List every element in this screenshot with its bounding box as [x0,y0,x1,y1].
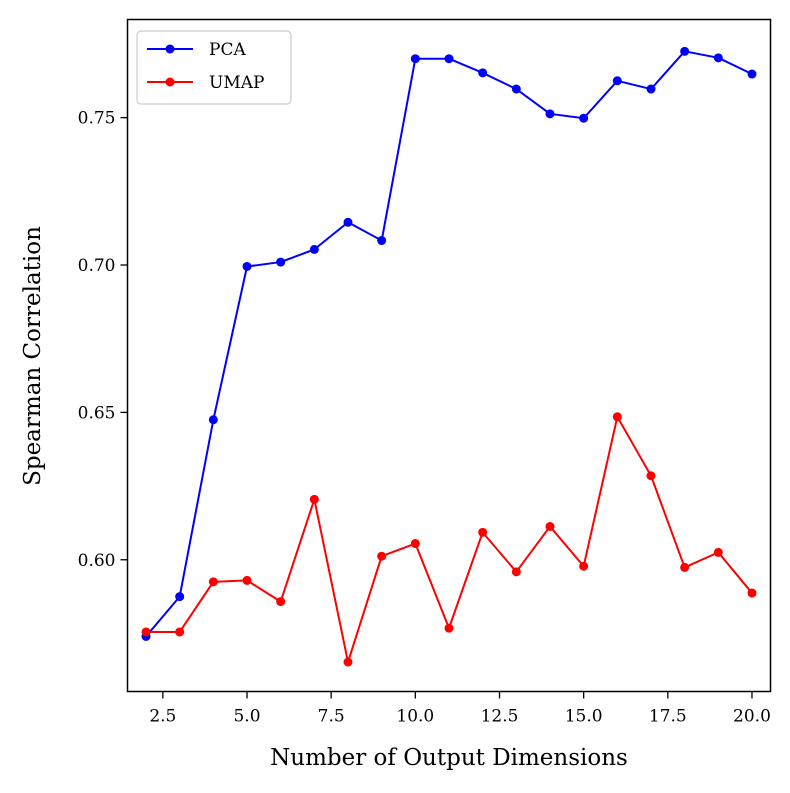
umap-data-point [276,597,286,607]
x-tick-label: 15.0 [565,707,603,727]
pca-data-point [478,68,488,78]
x-tick-label: 10.0 [396,707,434,727]
x-tick-label: 2.5 [149,707,176,727]
pca-data-point [612,76,622,86]
legend-pca-label: PCA [209,40,246,60]
y-tick-label: 0.75 [78,109,116,129]
y-axis-ticks: 0.60 0.65 0.70 0.75 [78,109,128,571]
x-tick-label: 20.0 [733,707,771,727]
x-tick-label: 5.0 [233,707,260,727]
pca-data-point [175,592,185,602]
legend-umap-label: UMAP [209,73,264,93]
umap-data-point [478,527,488,537]
y-tick-label: 0.70 [78,256,116,276]
x-axis-label: Number of Output Dimensions [270,745,628,771]
pca-data-point [713,53,723,63]
umap-data-point [646,471,656,481]
plot-area [126,18,772,693]
legend-umap-marker [165,77,175,87]
umap-data-point [309,494,319,504]
pca-data-point [242,261,252,271]
umap-data-point [208,577,218,587]
umap-data-point [175,627,185,637]
pca-data-point [377,236,387,246]
x-tick-label: 12.5 [481,707,519,727]
pca-data-point [646,84,656,94]
legend-pca-marker [165,44,175,54]
pca-data-point [511,84,521,94]
pca-data-point [444,54,454,64]
umap-data-point [444,623,454,633]
pca-data-point [208,415,218,425]
series-layer [141,46,757,667]
umap-data-point [410,539,420,549]
umap-data-point [680,562,690,572]
umap-data-point [511,567,521,577]
x-tick-label: 7.5 [318,707,345,727]
umap-data-point [141,627,151,637]
pca-data-point [579,113,589,123]
umap-data-point [545,521,555,531]
y-tick-label: 0.60 [78,551,116,571]
pca-data-point [747,69,757,79]
legend: PCA UMAP [136,30,292,105]
pca-data-point [545,109,555,119]
umap-data-point [713,547,723,557]
pca-data-point [309,244,319,254]
pca-data-point [343,217,353,227]
y-axis-label: Spearman Correlation [20,226,46,486]
umap-data-point [343,657,353,667]
y-tick-label: 0.65 [78,403,116,423]
x-axis-ticks: 2.5 5.0 7.5 10.0 12.5 15.0 17.5 20.0 [149,691,771,727]
umap-data-point [747,588,757,598]
umap-data-point [242,575,252,585]
umap-data-point [579,561,589,571]
pca-data-point [680,46,690,56]
umap-data-point [377,551,387,561]
pca-data-point [276,257,286,267]
umap-data-point [612,412,622,422]
pca-data-point [410,54,420,64]
x-tick-label: 17.5 [649,707,687,727]
